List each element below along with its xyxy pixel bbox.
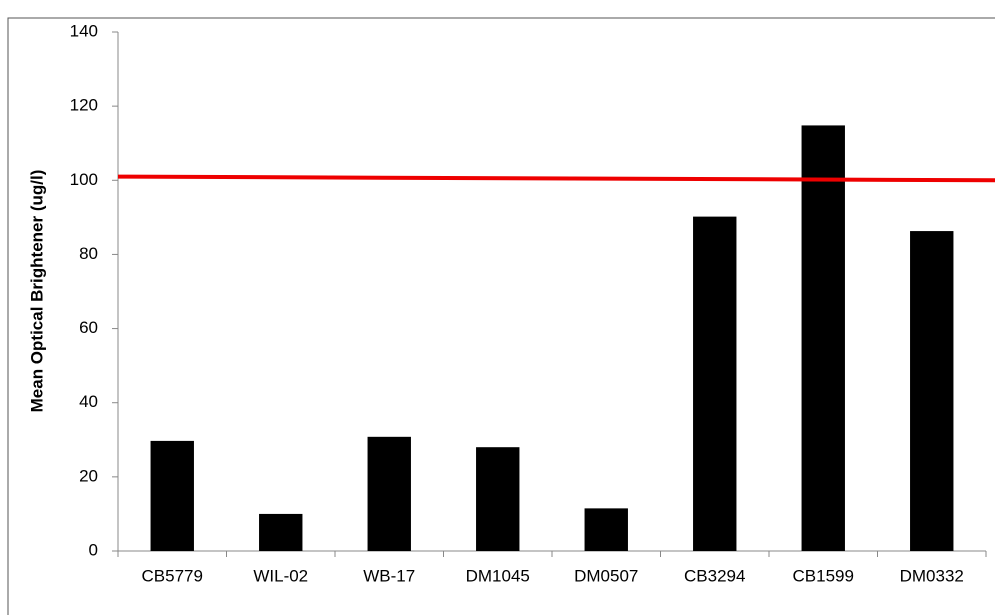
y-tick-label: 20 <box>79 466 98 485</box>
x-tick-label: CB3294 <box>684 566 745 585</box>
y-tick-label: 140 <box>70 21 98 40</box>
y-tick-label: 0 <box>89 540 98 559</box>
x-tick-label: CB5779 <box>142 566 203 585</box>
reference-line <box>117 174 995 183</box>
y-tick-label: 100 <box>70 170 98 189</box>
bar <box>367 436 411 551</box>
bar <box>910 231 954 551</box>
x-tick-label: DM0507 <box>574 566 638 585</box>
bar <box>476 447 520 551</box>
y-tick-label: 80 <box>79 244 98 263</box>
x-tick-label: CB1599 <box>793 566 854 585</box>
y-tick-label: 40 <box>79 392 98 411</box>
bar <box>801 125 845 552</box>
bar <box>259 513 303 551</box>
chart-frame <box>7 17 995 615</box>
x-tick-label: WIL-02 <box>253 566 308 585</box>
bar <box>693 216 737 551</box>
y-axis-title: Mean Optical Brightener (ug/l) <box>27 170 46 413</box>
bar <box>150 440 194 551</box>
y-tick-label: 120 <box>70 96 98 115</box>
x-tick-label: DM1045 <box>466 566 530 585</box>
x-tick-label: DM0332 <box>900 566 964 585</box>
y-tick-label: 60 <box>79 318 98 337</box>
x-tick-label: WB-17 <box>363 566 415 585</box>
bar <box>584 508 628 551</box>
